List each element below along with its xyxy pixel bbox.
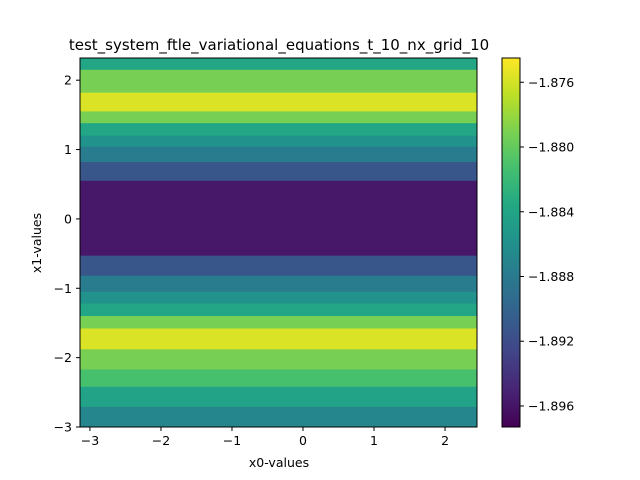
- heatmap-band-6: [80, 146, 477, 163]
- y-tick-label: −3: [54, 420, 72, 435]
- heatmap-band-17: [80, 386, 477, 408]
- y-tick-label: 0: [64, 211, 72, 226]
- colorbar-tick-label: −1.876: [528, 75, 574, 90]
- x-tick-label: −3: [81, 433, 99, 448]
- colorbar: [501, 57, 521, 428]
- heatmap-band-2: [80, 92, 477, 112]
- y-tick-label: −1: [54, 281, 72, 296]
- plot-frame: [79, 57, 478, 428]
- y-axis: −3 −2 −1 0 1 2: [54, 73, 80, 435]
- heatmap-band-7: [80, 162, 477, 182]
- colorbar-tick-label: −1.880: [528, 140, 574, 155]
- heatmap-band-10: [80, 275, 477, 293]
- colorbar-tick-label: −1.884: [528, 204, 574, 219]
- x-tick-label: 1: [370, 433, 378, 448]
- x-axis: −3 −2 −1 0 1 2: [81, 427, 449, 448]
- y-tick-label: −2: [54, 350, 72, 365]
- colorbar-tick-label: −1.892: [528, 334, 574, 349]
- heatmap-band-5: [80, 135, 477, 148]
- x-tick-label: 2: [441, 433, 449, 448]
- y-tick-label: 2: [64, 73, 72, 88]
- heatmap-band-12: [80, 303, 477, 317]
- x-tick-label: 0: [299, 433, 307, 448]
- y-tick-label: 1: [64, 142, 72, 157]
- heatmap-band-16: [80, 369, 477, 388]
- x-tick-label: −2: [152, 433, 170, 448]
- colorbar-tick-label: −1.888: [528, 269, 574, 284]
- heatmap-band-9: [80, 255, 477, 277]
- colorbar-tick-label: −1.896: [528, 398, 574, 413]
- heatmap-band-3: [80, 111, 477, 124]
- x-axis-label: x0-values: [249, 455, 309, 470]
- colorbar-axis: −1.896 −1.892 −1.888 −1.884 −1.880 −1.876: [520, 75, 574, 413]
- heatmap-plot: [80, 58, 477, 428]
- heatmap-band-18: [80, 406, 477, 428]
- heatmap-band-0: [80, 58, 477, 71]
- heatmap-band-11: [80, 291, 477, 305]
- x-tick-label: −1: [223, 433, 241, 448]
- heatmap-band-14: [80, 328, 477, 350]
- heatmap-band-4: [80, 123, 477, 137]
- heatmap-band-1: [80, 69, 477, 94]
- heatmap-band-8: [80, 180, 477, 257]
- heatmap-band-13: [80, 316, 477, 330]
- y-axis-label: x1-values: [29, 213, 44, 273]
- chart-title: test_system_ftle_variational_equations_t…: [69, 36, 489, 55]
- heatmap-band-15: [80, 349, 477, 370]
